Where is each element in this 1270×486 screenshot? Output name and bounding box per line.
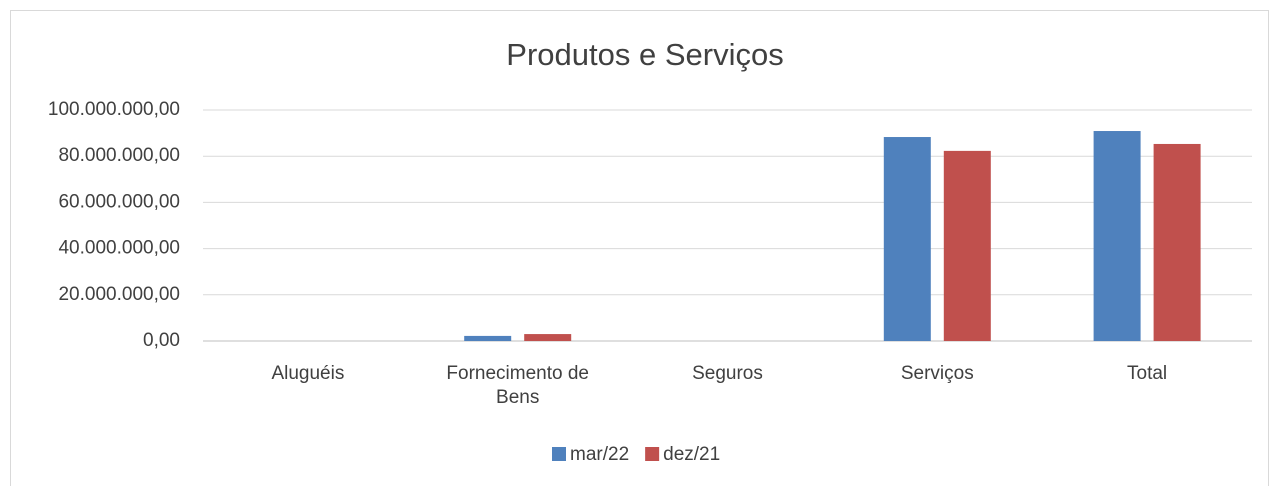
legend-label: mar/22 [570, 444, 629, 465]
x-tick-label: Total [1127, 363, 1168, 384]
bar [943, 150, 991, 341]
y-tick-label: 60.000.000,00 [58, 191, 180, 212]
x-tick-label: Serviços [900, 363, 974, 384]
bar [1153, 143, 1201, 341]
y-tick-label: 20.000.000,00 [58, 284, 180, 305]
y-tick-label: 40.000.000,00 [58, 238, 180, 259]
x-tick-label: Aluguéis [271, 363, 345, 384]
legend-swatch [645, 447, 660, 461]
legend-swatch [552, 447, 566, 461]
legend-label: dez/21 [663, 444, 720, 465]
y-tick-label: 100.000.000,00 [48, 99, 180, 120]
y-tick-label: 0,00 [143, 330, 180, 351]
bar [1093, 131, 1141, 341]
y-tick-label: 80.000.000,00 [58, 145, 180, 166]
x-tick-label: Fornecimento de Bens [446, 363, 589, 408]
bar [464, 335, 512, 341]
bar [883, 137, 931, 341]
chart-title: Produtos e Serviços [506, 37, 783, 72]
bar [524, 334, 572, 341]
x-tick-label: Seguros [692, 363, 763, 384]
